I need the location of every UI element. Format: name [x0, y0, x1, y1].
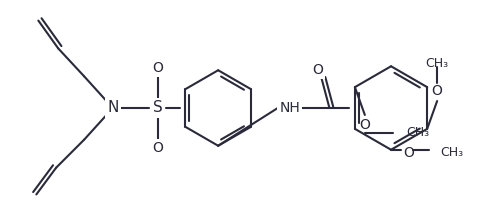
Text: O: O [312, 63, 323, 77]
Text: O: O [152, 141, 163, 155]
Text: CH₃: CH₃ [426, 57, 449, 70]
Text: O: O [403, 146, 414, 160]
Text: N: N [107, 100, 118, 116]
Text: S: S [153, 100, 163, 116]
Text: CH₃: CH₃ [407, 126, 430, 139]
Text: O: O [431, 84, 443, 98]
Text: CH₃: CH₃ [441, 146, 464, 159]
Text: NH: NH [280, 101, 300, 115]
Text: O: O [152, 61, 163, 75]
Text: O: O [359, 118, 370, 132]
